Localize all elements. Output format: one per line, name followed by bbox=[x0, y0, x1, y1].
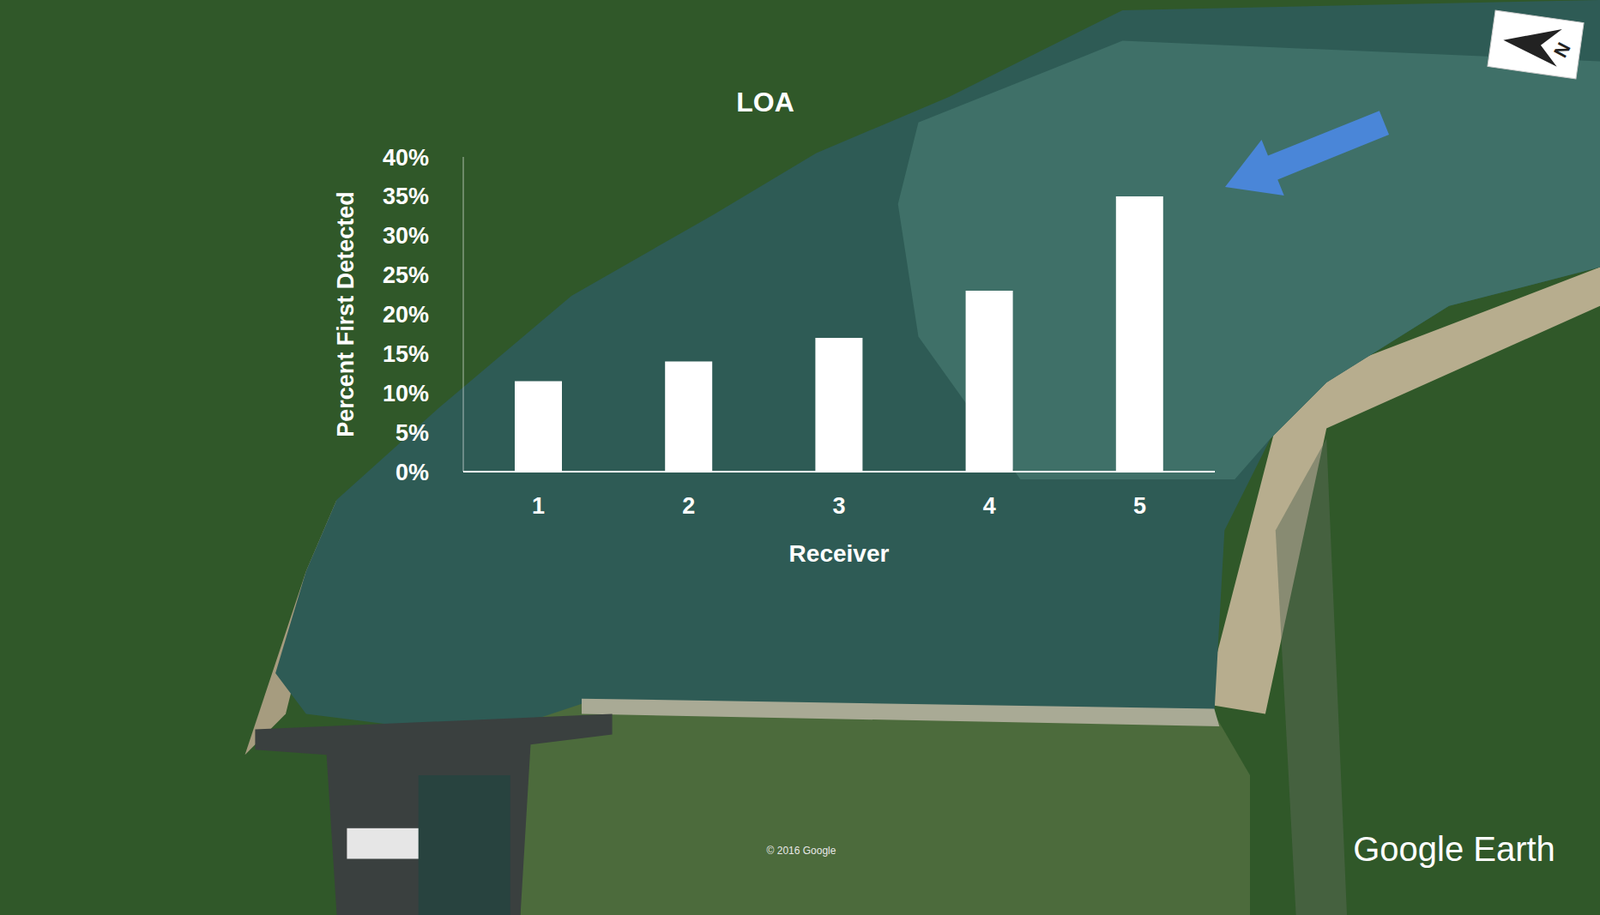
svg-text:5%: 5% bbox=[395, 420, 429, 447]
svg-text:10%: 10% bbox=[382, 380, 429, 407]
svg-text:35%: 35% bbox=[382, 183, 429, 210]
svg-text:0%: 0% bbox=[395, 459, 429, 486]
svg-text:40%: 40% bbox=[382, 144, 429, 171]
svg-text:25%: 25% bbox=[382, 262, 429, 289]
svg-text:4: 4 bbox=[983, 493, 997, 520]
svg-text:20%: 20% bbox=[382, 301, 429, 328]
svg-text:Percent First Detected: Percent First Detected bbox=[332, 191, 359, 438]
svg-text:Receiver: Receiver bbox=[789, 540, 890, 568]
svg-text:5: 5 bbox=[1133, 493, 1147, 520]
svg-text:2: 2 bbox=[682, 493, 695, 520]
svg-text:LOA: LOA bbox=[736, 86, 795, 118]
svg-text:Google Earth: Google Earth bbox=[1352, 830, 1556, 869]
svg-text:15%: 15% bbox=[382, 341, 429, 368]
svg-text:N: N bbox=[1549, 38, 1576, 61]
svg-text:3: 3 bbox=[832, 493, 846, 520]
svg-text:1: 1 bbox=[531, 493, 545, 520]
svg-text:30%: 30% bbox=[382, 223, 429, 249]
svg-text:© 2016 Google: © 2016 Google bbox=[766, 845, 837, 858]
